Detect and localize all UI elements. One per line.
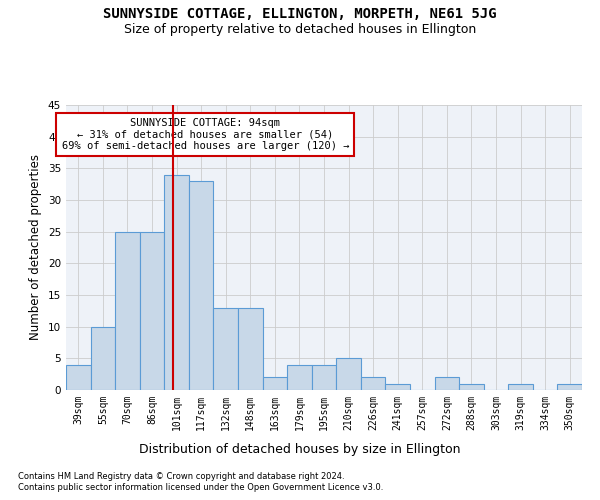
- Bar: [115, 232, 140, 390]
- Bar: [287, 364, 312, 390]
- Bar: [214, 308, 238, 390]
- Bar: [459, 384, 484, 390]
- Bar: [434, 378, 459, 390]
- Text: Size of property relative to detached houses in Ellington: Size of property relative to detached ho…: [124, 22, 476, 36]
- Bar: [164, 174, 189, 390]
- Text: Contains public sector information licensed under the Open Government Licence v3: Contains public sector information licen…: [18, 484, 383, 492]
- Bar: [508, 384, 533, 390]
- Text: Distribution of detached houses by size in Ellington: Distribution of detached houses by size …: [139, 442, 461, 456]
- Bar: [361, 378, 385, 390]
- Bar: [238, 308, 263, 390]
- Bar: [189, 181, 214, 390]
- Bar: [91, 326, 115, 390]
- Bar: [140, 232, 164, 390]
- Text: Contains HM Land Registry data © Crown copyright and database right 2024.: Contains HM Land Registry data © Crown c…: [18, 472, 344, 481]
- Bar: [557, 384, 582, 390]
- Bar: [336, 358, 361, 390]
- Y-axis label: Number of detached properties: Number of detached properties: [29, 154, 43, 340]
- Text: SUNNYSIDE COTTAGE: 94sqm
← 31% of detached houses are smaller (54)
69% of semi-d: SUNNYSIDE COTTAGE: 94sqm ← 31% of detach…: [62, 118, 349, 151]
- Bar: [66, 364, 91, 390]
- Bar: [312, 364, 336, 390]
- Text: SUNNYSIDE COTTAGE, ELLINGTON, MORPETH, NE61 5JG: SUNNYSIDE COTTAGE, ELLINGTON, MORPETH, N…: [103, 8, 497, 22]
- Bar: [263, 378, 287, 390]
- Bar: [385, 384, 410, 390]
